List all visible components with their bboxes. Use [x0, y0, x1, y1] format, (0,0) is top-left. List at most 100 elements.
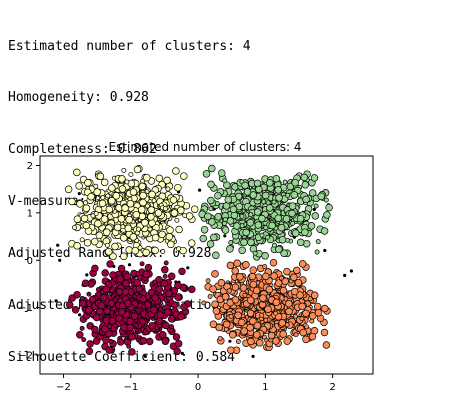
cluster-2-point: [228, 240, 234, 245]
cluster-2-point: [242, 228, 250, 237]
cluster-3-point: [162, 273, 168, 279]
cluster-1-point: [142, 248, 150, 257]
cluster-2-point: [235, 202, 244, 211]
cluster-2-point: [271, 242, 277, 248]
cluster-3-point: [101, 269, 109, 277]
cluster-2-point: [310, 174, 319, 182]
cluster-2-point: [204, 212, 212, 221]
cluster-4-point: [233, 259, 241, 268]
cluster-1-point: [84, 179, 92, 187]
cluster-1-point: [142, 173, 151, 182]
cluster-3-point: [79, 295, 85, 301]
cluster-2-point: [208, 164, 216, 173]
cluster-4-point: [307, 296, 313, 302]
cluster-1-point: [170, 209, 179, 217]
cluster-4-point: [302, 335, 310, 344]
cluster-2-point: [315, 239, 321, 245]
cluster-4-point: [237, 318, 246, 327]
cluster-4-point: [217, 279, 226, 287]
cluster-3-point: [163, 308, 172, 317]
cluster-1-point: [80, 214, 89, 223]
cluster-2-point: [207, 196, 215, 205]
cluster-3-point: [86, 291, 92, 297]
cluster-4-point: [313, 302, 322, 311]
noise-point: [223, 234, 227, 238]
cluster-1-point: [141, 218, 149, 227]
cluster-2-point: [253, 208, 262, 216]
cluster-1-point: [158, 230, 166, 239]
cluster-1-point: [120, 234, 128, 242]
cluster-2-point: [291, 229, 300, 237]
cluster-1-point: [112, 192, 121, 200]
cluster-2-point: [314, 249, 320, 255]
cluster-1-point: [138, 182, 147, 191]
cluster-3-point: [101, 325, 109, 333]
cluster-1-point: [72, 225, 77, 230]
cluster-4-point: [298, 260, 307, 268]
cluster-1-point: [93, 188, 101, 196]
cluster-4-point: [304, 324, 310, 330]
cluster-1-point: [111, 242, 119, 251]
cluster-4-point: [248, 272, 257, 281]
cluster-1-point: [104, 247, 113, 256]
cluster-1-point: [73, 242, 81, 250]
cluster-3-point: [88, 295, 97, 304]
cluster-2-point: [221, 220, 227, 226]
cluster-2-point: [202, 170, 211, 178]
cluster-4-point: [234, 311, 242, 320]
cluster-2-point: [313, 203, 319, 209]
cluster-3-point: [148, 321, 156, 330]
cluster-3-point: [107, 299, 116, 308]
cluster-4-point: [299, 328, 307, 337]
cluster-3-point: [130, 312, 139, 320]
cluster-2-point: [288, 202, 297, 210]
y-tick-label: 2: [27, 161, 33, 172]
cluster-4-point: [308, 312, 317, 320]
cluster-1-point: [113, 223, 122, 232]
cluster-3-point: [123, 272, 131, 281]
cluster-4-point: [290, 273, 298, 282]
cluster-1-point: [109, 252, 117, 261]
cluster-3-point: [145, 337, 154, 346]
y-tick-label: 1: [27, 208, 33, 219]
cluster-4-point: [256, 339, 264, 347]
cluster-4-point: [227, 346, 235, 354]
cluster-2-point: [252, 250, 258, 256]
cluster-2-point: [274, 186, 282, 194]
cluster-2-point: [291, 178, 299, 187]
cluster-4-point: [246, 296, 255, 304]
cluster-3-point: [126, 343, 132, 349]
cluster-2-point: [200, 225, 209, 234]
cluster-4-point: [314, 308, 323, 317]
cluster-3-point: [142, 270, 150, 278]
cluster-1-point: [120, 252, 128, 261]
cluster-1-point: [151, 246, 159, 255]
cluster-3-point: [81, 279, 90, 287]
noise-point: [180, 351, 184, 355]
cluster-3-point: [102, 336, 110, 344]
cluster-3-point: [155, 317, 164, 325]
cluster-1-point: [100, 178, 109, 187]
cluster-3-point: [117, 264, 126, 273]
cluster-3-point: [134, 322, 140, 328]
cluster-4-point: [217, 335, 223, 341]
cluster-2-point: [222, 216, 228, 222]
cluster-4-point: [221, 293, 230, 301]
cluster-3-point: [105, 346, 113, 354]
cluster-1-point: [180, 172, 188, 180]
cluster-4-point: [294, 278, 303, 287]
cluster-1-point: [82, 221, 91, 230]
cluster-3-point: [174, 281, 182, 290]
cluster-1-point: [73, 215, 82, 223]
metric-line-homogeneity: Homogeneity: 0.928: [8, 90, 149, 106]
cluster-1-point: [174, 183, 182, 192]
cluster-4-point: [278, 275, 284, 281]
cluster-2-point: [208, 218, 216, 226]
cluster-2-point: [243, 188, 252, 196]
cluster-1-point: [118, 185, 127, 193]
cluster-2-point: [238, 246, 246, 255]
cluster-3-point: [106, 260, 114, 268]
cluster-4-point: [267, 331, 276, 340]
cluster-2-point: [323, 211, 331, 219]
cluster-4-point: [264, 305, 272, 313]
